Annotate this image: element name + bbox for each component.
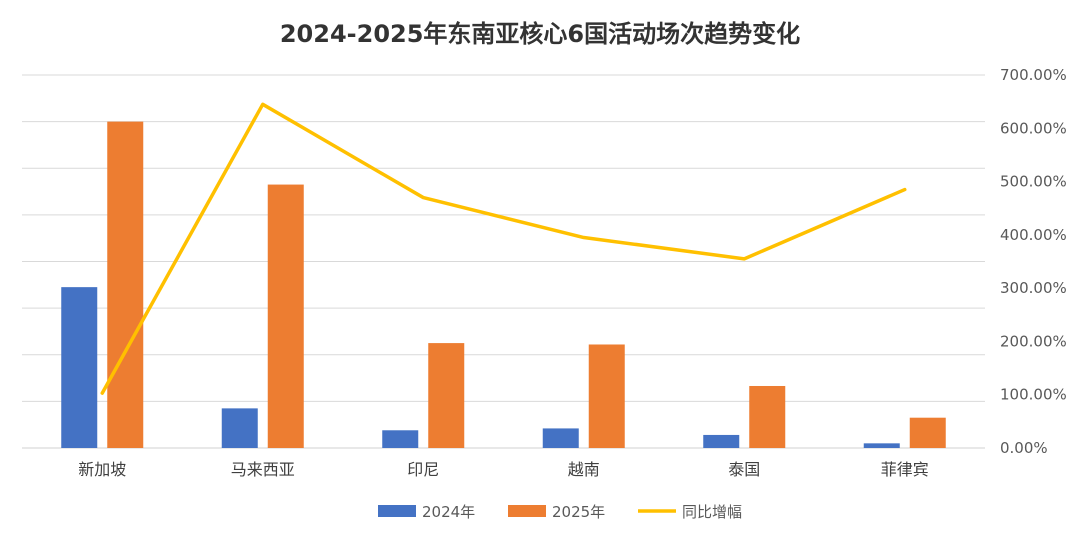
legend-label: 2025年 (552, 503, 605, 521)
right-axis-tick-label: 300.00% (1000, 279, 1067, 297)
right-axis-tick-label: 600.00% (1000, 119, 1067, 137)
bar-series2 (428, 343, 465, 448)
bar-series1 (221, 408, 258, 448)
x-tick-label: 马来西亚 (231, 460, 295, 479)
line-series (100, 102, 907, 395)
right-axis-tick-label: 500.00% (1000, 173, 1067, 191)
legend-swatch (508, 505, 546, 517)
right-axis-tick-label: 100.00% (1000, 386, 1067, 404)
bar-series1 (863, 443, 900, 448)
legend-swatch (378, 505, 416, 517)
bar-series2 (107, 121, 144, 448)
x-tick-label: 泰国 (728, 460, 760, 479)
legend-label: 同比增幅 (682, 503, 742, 521)
legend-label: 2024年 (422, 503, 475, 521)
bar-series1 (703, 434, 740, 448)
bar-series1 (382, 430, 419, 448)
bar-series2 (267, 184, 304, 448)
bar-series2 (749, 385, 786, 448)
chart-title: 2024-2025年东南亚核心6国活动场次趋势变化 (279, 20, 801, 48)
x-tick-label: 菲律宾 (881, 460, 929, 479)
bar-series1 (61, 287, 98, 448)
right-axis-tick-label: 400.00% (1000, 226, 1067, 244)
x-tick-label: 印尼 (407, 460, 439, 479)
x-tick-label: 越南 (568, 460, 600, 479)
bar-series2 (909, 417, 946, 448)
bar-series1 (542, 428, 579, 448)
bar-series2 (588, 344, 625, 448)
right-axis-tick-label: 200.00% (1000, 332, 1067, 350)
right-axis-tick-label: 0.00% (1000, 439, 1048, 457)
x-tick-label: 新加坡 (78, 460, 126, 479)
right-axis-tick-label: 700.00% (1000, 66, 1067, 84)
